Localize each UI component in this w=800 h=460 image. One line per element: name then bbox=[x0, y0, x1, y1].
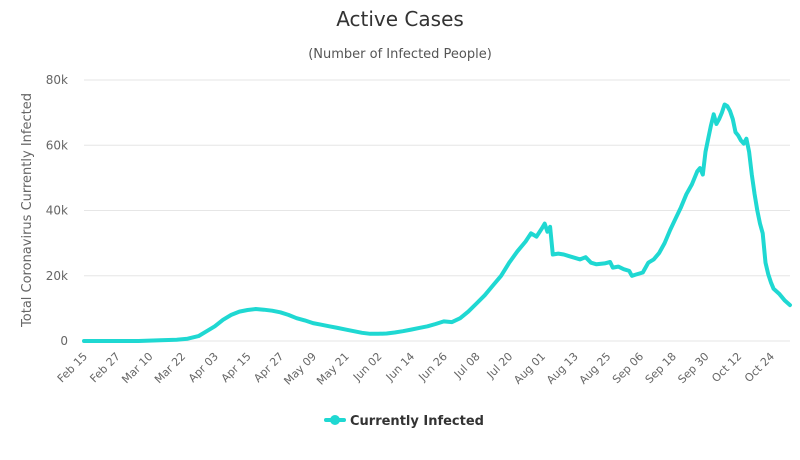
x-tick-label: Jun 26 bbox=[416, 350, 450, 384]
x-tick-label: Aug 01 bbox=[511, 350, 548, 387]
legend-marker bbox=[330, 415, 340, 425]
x-tick-label: Mar 22 bbox=[152, 350, 188, 386]
y-tick-label: 0 bbox=[60, 334, 68, 348]
x-tick-label: Apr 15 bbox=[219, 350, 254, 385]
series-line-currently-infected[interactable] bbox=[82, 102, 792, 343]
x-tick-label: Sep 18 bbox=[643, 350, 679, 386]
chart-title: Active Cases bbox=[336, 7, 464, 31]
y-tick-label: 40k bbox=[46, 204, 68, 218]
y-tick-label: 60k bbox=[46, 138, 68, 152]
x-tick-label: Oct 24 bbox=[742, 350, 777, 385]
x-tick-label: Apr 27 bbox=[251, 350, 286, 385]
chart-subtitle: (Number of Infected People) bbox=[308, 47, 492, 62]
legend-item-currently-infected[interactable]: Currently Infected bbox=[324, 414, 484, 429]
x-tick-label: Sep 06 bbox=[610, 350, 646, 386]
x-tick-label: Feb 27 bbox=[87, 350, 122, 385]
x-tick-label: Mar 10 bbox=[119, 350, 155, 386]
x-tick-label: Feb 15 bbox=[55, 350, 90, 385]
x-tick-label: May 09 bbox=[281, 350, 319, 388]
series-layer bbox=[82, 102, 792, 343]
gridlines bbox=[84, 79, 790, 342]
x-tick-label: Sep 30 bbox=[675, 350, 711, 386]
x-tick-label: Jun 14 bbox=[383, 350, 417, 384]
x-tick-label: May 21 bbox=[314, 350, 352, 388]
x-tick-label: Aug 25 bbox=[577, 350, 614, 387]
y-tick-label: 20k bbox=[46, 269, 68, 283]
x-tick-label: Aug 13 bbox=[544, 350, 581, 387]
x-tick-label: Oct 12 bbox=[709, 350, 744, 385]
x-tick-label: Jun 02 bbox=[350, 350, 384, 384]
x-tick-label: Jul 08 bbox=[451, 350, 483, 382]
y-tick-label: 80k bbox=[46, 73, 68, 87]
y-axis-label: Total Coronavirus Currently Infected bbox=[20, 93, 35, 328]
legend-label: Currently Infected bbox=[350, 414, 484, 429]
x-tick-label: Apr 03 bbox=[186, 350, 221, 385]
y-axis-ticks: 0 20k 40k 60k 80k bbox=[46, 73, 68, 348]
